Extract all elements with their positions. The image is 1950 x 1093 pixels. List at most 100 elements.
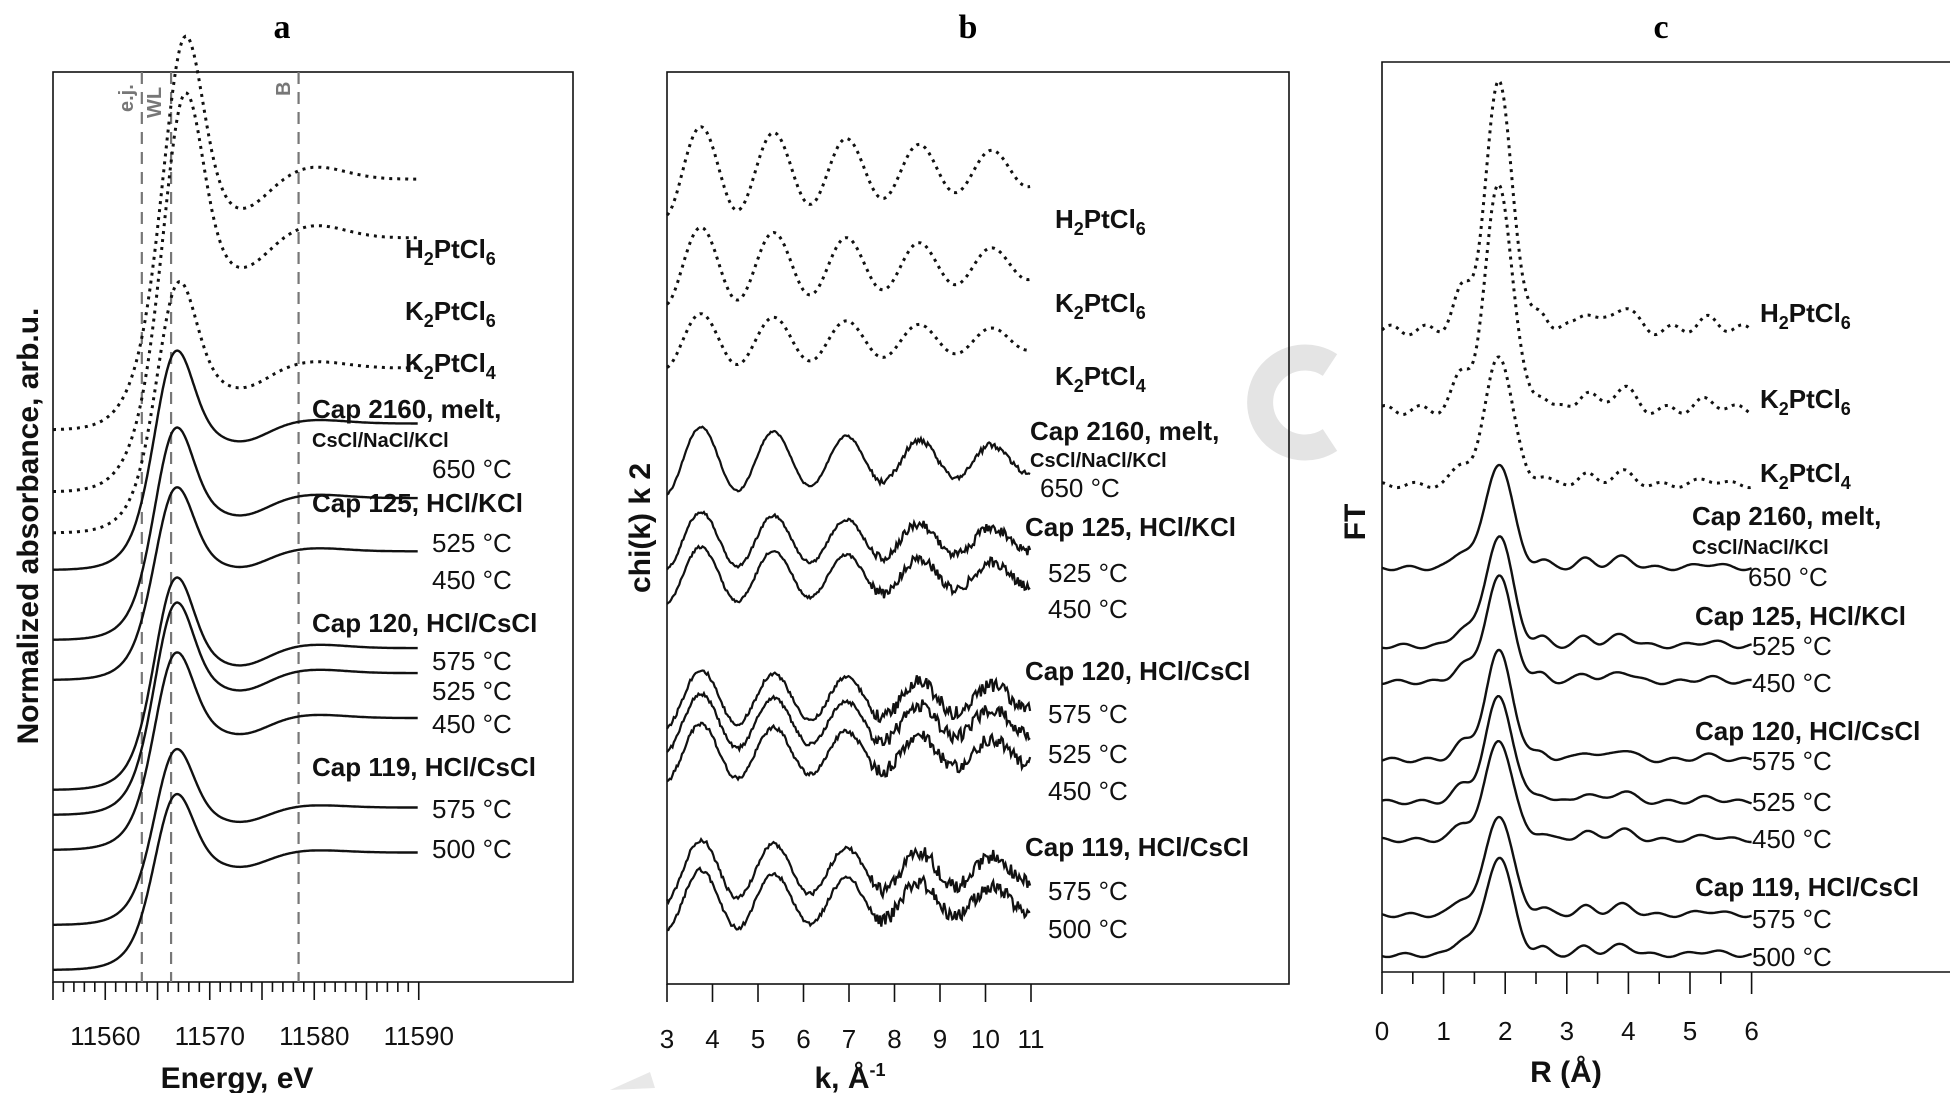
label-c-cap119: Cap 119, HCl/CsCl <box>1695 872 1919 902</box>
label-a-h2ptcl6: H2PtCl6 <box>405 234 496 269</box>
label-b-125-450: 450 °C <box>1048 594 1128 624</box>
label-a-120-450: 450 °C <box>432 709 512 739</box>
label-a-cap2160: Cap 2160, melt, <box>312 394 501 424</box>
label-a-k2ptcl6: K2PtCl6 <box>405 296 496 331</box>
panel-b-x-tick-label: 3 <box>660 1024 674 1054</box>
label-c-120-525: 525 °C <box>1752 787 1832 817</box>
panel-a-x-tick-label: 11580 <box>279 1021 349 1051</box>
panel-c-series-line <box>1381 740 1752 844</box>
label-c-119-575: 575 °C <box>1752 904 1832 934</box>
panel-c-x-tick-label: 4 <box>1621 1016 1635 1046</box>
label-b-120-450: 450 °C <box>1048 776 1128 806</box>
panel-a-series-line <box>53 34 418 432</box>
panel-c-x-tick-label: 3 <box>1560 1016 1574 1046</box>
panel-c-x-tick-label: 0 <box>1375 1016 1389 1046</box>
panel-c-x-tick-label: 5 <box>1683 1016 1697 1046</box>
panel-c-series-line <box>1381 648 1752 764</box>
label-a-cap120: Cap 120, HCl/CsCl <box>312 608 537 638</box>
panel-b-x-tick-label: 8 <box>887 1024 901 1054</box>
panel-b-series-line <box>665 125 1031 217</box>
panel-c-series-line <box>1380 78 1753 337</box>
panel-b-x-tick-label: 4 <box>705 1024 719 1054</box>
panel-a-series-line <box>53 747 418 926</box>
panel-b-series-line <box>666 690 1031 753</box>
label-b-cap2160: Cap 2160, melt, <box>1030 416 1219 446</box>
panel-a-ticks: 11560 11570 11580 11590 <box>52 982 454 1051</box>
label-b-cap120: Cap 120, HCl/CsCl <box>1025 656 1250 686</box>
label-c-k2ptcl6: K2PtCl6 <box>1760 384 1851 419</box>
panel-a-series-line <box>53 792 418 971</box>
panel-a-x-tick-label: 11590 <box>384 1021 454 1051</box>
panel-c-x-tick-label: 2 <box>1498 1016 1512 1046</box>
panel-a-series-line <box>53 651 418 851</box>
panel-a-letter: a <box>274 9 291 46</box>
panel-c-series-line <box>1381 815 1752 919</box>
panel-c-x-tick-label: 1 <box>1436 1016 1450 1046</box>
label-a-cap2160-sub: CsCl/NaCl/KCl <box>312 430 449 452</box>
label-c-cap125: Cap 125, HCl/KCl <box>1695 601 1906 631</box>
b-marker-label: B <box>273 82 295 96</box>
label-a-125-525: 525 °C <box>432 528 512 558</box>
panel-c-curves <box>1380 78 1753 959</box>
panel-b: b 3 4 5 6 7 8 9 10 11 chi(k) k 2 k, Å-1 H2PtCl6 … <box>624 9 1290 1093</box>
panel-b-series-line <box>666 836 1032 906</box>
panel-c-letter: c <box>1653 9 1668 46</box>
panel-b-frame <box>666 71 1290 985</box>
label-a-119-500: 500 °C <box>432 834 512 864</box>
panel-b-series-line <box>666 721 1032 783</box>
label-c-cap2160: Cap 2160, melt, <box>1692 501 1881 531</box>
panel-a-series-line <box>52 91 418 494</box>
label-c-cap2160-sub: CsCl/NaCl/KCl <box>1692 537 1829 559</box>
label-b-120-525: 525 °C <box>1048 739 1128 769</box>
panel-c-ticks: 0 1 2 3 4 5 6 <box>1375 972 1759 1046</box>
panel-c-y-axis-title: FT <box>1339 504 1372 541</box>
label-a-120-525: 525 °C <box>432 676 512 706</box>
panel-a-x-tick-label: 11570 <box>175 1021 245 1051</box>
panel-c-series-line <box>1381 355 1752 490</box>
panel-b-series-line <box>667 866 1031 932</box>
label-c-h2ptcl6: H2PtCl6 <box>1760 298 1851 333</box>
white-line-marker-label: WL <box>144 87 166 118</box>
label-c-120-450: 450 °C <box>1752 824 1832 854</box>
label-c-125-525: 525 °C <box>1752 631 1832 661</box>
label-b-650: 650 °C <box>1040 473 1120 503</box>
label-c-cap120: Cap 120, HCl/CsCl <box>1695 716 1920 746</box>
panel-b-series-line <box>666 312 1031 369</box>
watermark-arrow <box>610 1072 655 1090</box>
edge-jump-marker-label: e.j. <box>116 84 138 112</box>
panel-c-series-line <box>1381 535 1752 650</box>
panel-a-x-tick-label: 11560 <box>70 1021 140 1051</box>
panel-a-series-line <box>53 486 418 681</box>
panel-b-x-tick-label: 11 <box>1018 1024 1045 1054</box>
panel-a-frame <box>52 71 574 983</box>
label-c-650: 650 °C <box>1748 562 1828 592</box>
label-a-cap125: Cap 125, HCl/KCl <box>312 488 523 518</box>
panel-b-series-line <box>666 669 1032 730</box>
label-a-125-450: 450 °C <box>432 565 512 595</box>
panel-c-x-tick-label: 6 <box>1744 1016 1758 1046</box>
panel-c-series-line <box>1381 574 1752 686</box>
label-b-k2ptcl4: K2PtCl4 <box>1055 361 1146 396</box>
label-b-119-500: 500 °C <box>1048 914 1128 944</box>
panel-a-x-axis-title: Energy, eV <box>161 1062 314 1093</box>
label-c-119-500: 500 °C <box>1752 942 1832 972</box>
panel-c: c 0 1 2 3 4 5 6 FT R (Å) H2PtCl6 K2PtCl6 K2PtC… <box>1339 9 1950 1089</box>
panel-b-series-line <box>666 510 1032 571</box>
watermark-arc <box>1247 344 1338 461</box>
label-b-cap2160-sub: CsCl/NaCl/KCl <box>1030 450 1167 472</box>
panel-a: a e.j. WL B 11560 11570 11580 11590 Normali… <box>12 9 574 1093</box>
panel-a-series-line <box>52 601 418 816</box>
panel-b-curves <box>665 125 1032 932</box>
panel-a-curves <box>52 34 418 971</box>
label-b-k2ptcl6: K2PtCl6 <box>1055 288 1146 323</box>
panel-a-series-line <box>52 426 418 641</box>
label-c-120-575: 575 °C <box>1752 746 1832 776</box>
panel-b-x-tick-label: 9 <box>933 1024 947 1054</box>
label-a-k2ptcl4: K2PtCl4 <box>405 348 496 383</box>
panel-b-series-line <box>666 425 1031 496</box>
panel-c-series-line <box>1381 856 1752 959</box>
label-a-cap119: Cap 119, HCl/CsCl <box>312 752 536 782</box>
label-b-120-575: 575 °C <box>1048 699 1128 729</box>
label-b-119-575: 575 °C <box>1048 876 1128 906</box>
